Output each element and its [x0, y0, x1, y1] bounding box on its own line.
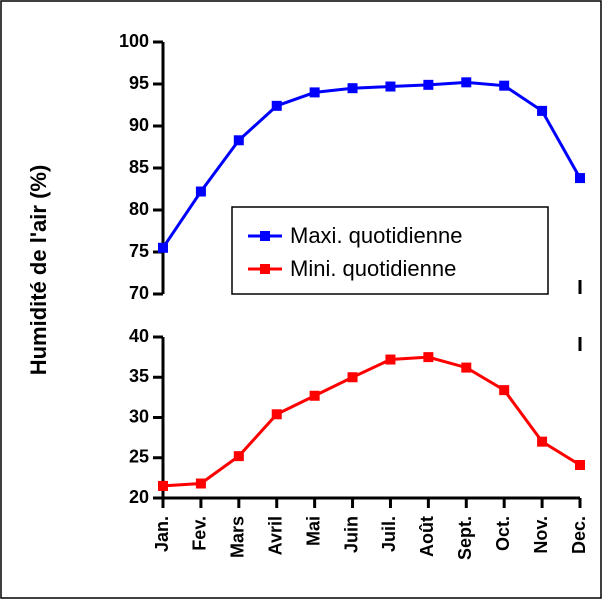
- y-tick-label: 40: [129, 326, 149, 346]
- marker: [271, 100, 282, 111]
- x-tick-label: Août: [417, 516, 437, 557]
- y-tick-label: 100: [119, 31, 149, 51]
- series-line: [161, 80, 582, 249]
- marker: [423, 352, 434, 363]
- y-tick-label: 25: [129, 447, 149, 467]
- marker: [499, 80, 510, 91]
- x-tick-label: Mars: [228, 516, 248, 558]
- legend-label: Mini. quotidienne: [290, 256, 456, 281]
- marker: [158, 480, 168, 491]
- marker: [271, 409, 282, 420]
- legend-label: Maxi. quotidienne: [290, 223, 462, 248]
- marker: [309, 87, 320, 98]
- marker: [233, 451, 244, 462]
- marker: [158, 242, 168, 253]
- marker: [461, 362, 472, 373]
- y-tick-label: 75: [129, 241, 149, 261]
- marker: [309, 390, 320, 401]
- marker: [575, 173, 585, 184]
- marker: [385, 81, 396, 92]
- x-tick-label: Fev.: [190, 516, 210, 551]
- x-tick-label: Nov.: [531, 516, 551, 554]
- x-tick-label: Dec.: [569, 516, 589, 554]
- marker: [461, 77, 472, 88]
- y-tick-label: 85: [129, 157, 149, 177]
- marker: [195, 186, 206, 197]
- marker: [575, 459, 585, 470]
- series-line: [162, 355, 581, 488]
- x-tick-label: Juil.: [379, 516, 399, 552]
- y-tick-label: 70: [129, 283, 149, 303]
- x-tick-label: Mai: [303, 516, 323, 546]
- marker: [423, 79, 434, 90]
- marker: [347, 372, 358, 383]
- y-tick-label: 80: [129, 199, 149, 219]
- x-tick-label: Juin: [341, 516, 361, 553]
- legend-box: [231, 206, 549, 295]
- marker: [347, 83, 358, 94]
- y-tick-label: 20: [129, 487, 149, 507]
- legend-marker: [260, 231, 270, 241]
- y-tick-label: 95: [129, 73, 149, 93]
- y-tick-label: 35: [129, 366, 149, 386]
- marker: [195, 478, 206, 489]
- marker: [499, 385, 510, 396]
- y-tick-label: 30: [129, 406, 149, 426]
- marker: [233, 135, 244, 146]
- marker: [385, 354, 396, 365]
- x-tick-label: Avril: [265, 516, 285, 555]
- legend-marker: [260, 264, 270, 274]
- marker: [537, 105, 548, 116]
- y-tick-label: 90: [129, 115, 149, 135]
- marker: [537, 436, 548, 447]
- x-tick-label: Oct.: [493, 516, 513, 551]
- x-tick-label: Jan.: [152, 516, 172, 552]
- x-tick-label: Sept.: [455, 516, 475, 560]
- y-axis-label: Humidité de l'air (%): [26, 165, 51, 376]
